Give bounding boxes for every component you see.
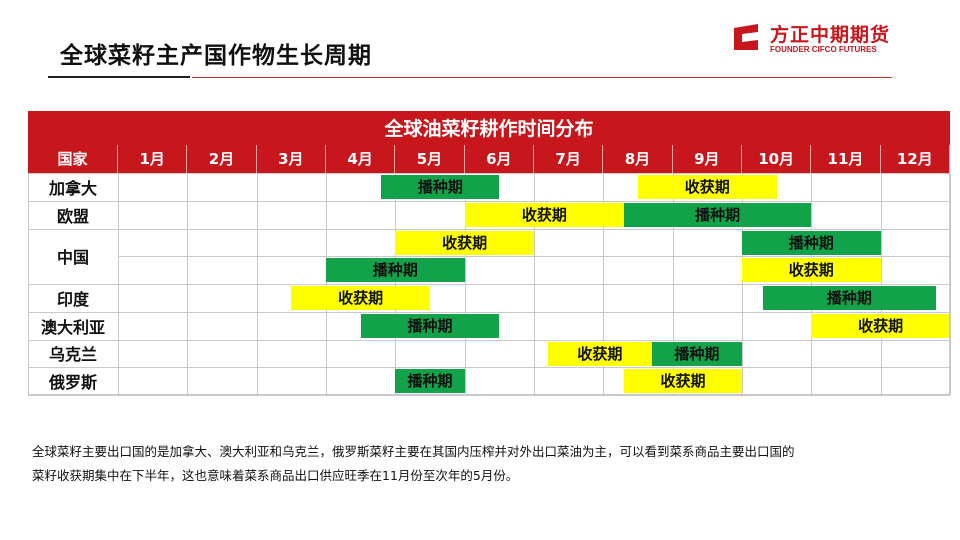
note-line-1: 全球菜籽主要出口国的是加拿大、澳大利亚和乌克兰，俄罗斯菜籽主要在其国内压榨并对外…: [32, 444, 795, 459]
title-divider: [192, 77, 892, 78]
month-header: 11月: [811, 145, 881, 173]
month-header: 1月: [118, 145, 188, 173]
month-header: 10月: [741, 145, 812, 173]
grid-col-line: [603, 173, 605, 395]
grid-col-line: [395, 173, 397, 395]
sowing-period-bar: 播种期: [624, 202, 812, 227]
month-header: 6月: [464, 145, 534, 173]
grid-col-line: [533, 173, 535, 395]
month-header: 7月: [533, 145, 604, 173]
month-header: 4月: [325, 145, 396, 173]
sowing-period-bar: 播种期: [395, 369, 465, 394]
sowing-period-bar: 播种期: [741, 230, 881, 255]
title-underline: [48, 76, 190, 78]
grid-col-line: [672, 173, 674, 395]
country-label: 中国: [56, 248, 89, 268]
grid-col-line: [256, 173, 258, 395]
note-line-2: 菜籽收获期集中在下半年，这也意味着菜系商品出口供应旺季在11月份至次年的5月份。: [32, 468, 519, 483]
grid-row-line: [28, 339, 950, 341]
country-label: 欧盟: [56, 206, 89, 226]
country-label: 加拿大: [48, 178, 97, 198]
month-header: 3月: [256, 145, 326, 173]
grid-col-line: [880, 173, 882, 395]
sowing-period-bar: 播种期: [381, 175, 500, 199]
grid-row-line: [28, 228, 950, 230]
grid-row-line: [28, 311, 950, 313]
sowing-period-bar: 播种期: [360, 313, 500, 338]
grid-row-line: [28, 284, 950, 285]
sowing-period-bar: 播种期: [651, 341, 742, 366]
month-header: 5月: [395, 145, 465, 173]
harvest-period-bar: 收获期: [291, 286, 430, 310]
table-banner: 全球油菜籽耕作时间分布: [28, 111, 950, 145]
country-label: 印度: [56, 289, 89, 309]
explanation-note: 全球菜籽主要出口国的是加拿大、澳大利亚和乌克兰，俄罗斯菜籽主要在其国内压榨并对外…: [32, 440, 937, 488]
logo-name-cn: 方正中期期货: [770, 24, 891, 46]
grid-row-line: [28, 367, 950, 369]
grid-col-line: [741, 173, 743, 395]
month-header: 2月: [187, 145, 257, 173]
country-label: 澳大利亚: [40, 317, 105, 337]
grid-col-line: [811, 173, 813, 395]
grid-col-line: [949, 173, 951, 395]
sowing-period-bar: 播种期: [762, 286, 937, 310]
slide-title: 全球菜籽主产国作物生长周期: [60, 42, 372, 69]
country-header: 国家: [28, 145, 118, 173]
month-header: 8月: [603, 145, 673, 173]
harvest-period-bar: 收获期: [547, 341, 652, 366]
grid-row-line: [28, 200, 950, 202]
harvest-period-bar: 收获期: [637, 175, 777, 199]
grid-col-line: [187, 173, 189, 395]
grid-row-line: [28, 395, 950, 396]
merged-cell-cover: [29, 255, 118, 259]
founder-logo-icon: [734, 24, 758, 50]
grid-col-line: [118, 173, 119, 395]
month-header: 9月: [672, 145, 742, 173]
sowing-period-bar: 播种期: [325, 258, 465, 283]
harvest-period-bar: 收获期: [624, 369, 742, 394]
logo-name-en: FOUNDER CIFCO FUTURES: [770, 45, 877, 54]
harvest-period-bar: 收获期: [395, 230, 534, 255]
harvest-period-bar: 收获期: [741, 258, 881, 283]
company-logo: 方正中期期货 FOUNDER CIFCO FUTURES: [732, 20, 902, 60]
country-label: 俄罗斯: [48, 373, 97, 393]
grid-row-line: [28, 256, 950, 258]
month-header: 12月: [880, 145, 950, 173]
grid-col-line: [464, 173, 466, 395]
grid-col-line: [325, 173, 327, 395]
country-label: 乌克兰: [48, 345, 97, 365]
harvest-period-bar: 收获期: [811, 313, 950, 338]
harvest-period-bar: 收获期: [464, 202, 625, 227]
schedule-table: 全球油菜籽耕作时间分布 国家 1月 2月 3月 4月 5月 6月 7月 8月 9月 10月 11月 12…: [28, 111, 951, 396]
